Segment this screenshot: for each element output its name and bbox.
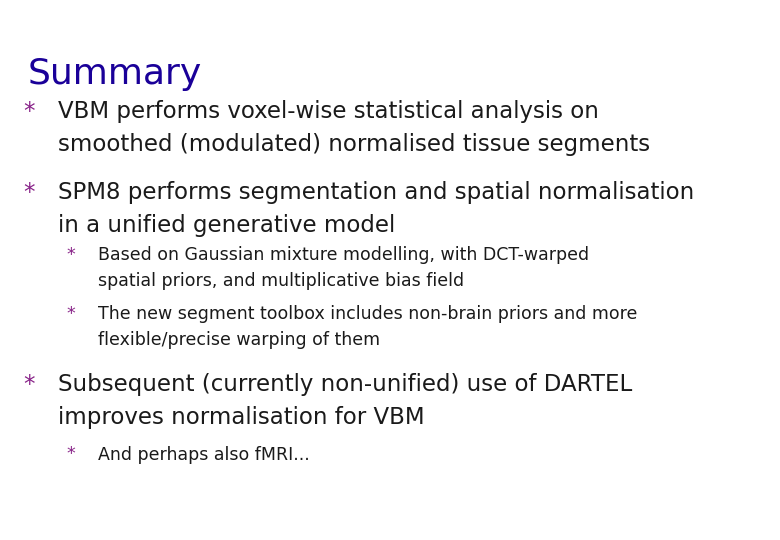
Text: *: * <box>66 246 75 264</box>
Text: *: * <box>66 446 75 463</box>
Text: *: * <box>23 373 35 396</box>
Text: The new segment toolbox includes non-brain priors and more: The new segment toolbox includes non-bra… <box>98 305 637 323</box>
Text: SPM8 performs segmentation and spatial normalisation: SPM8 performs segmentation and spatial n… <box>58 181 695 204</box>
Text: *: * <box>23 181 35 204</box>
Text: And perhaps also fMRI...: And perhaps also fMRI... <box>98 446 309 463</box>
Text: in a unified generative model: in a unified generative model <box>58 214 395 238</box>
Text: Summary: Summary <box>27 57 201 91</box>
Text: flexible/precise warping of them: flexible/precise warping of them <box>98 331 380 349</box>
Text: *: * <box>66 305 75 323</box>
Text: Subsequent (currently non-unified) use of DARTEL: Subsequent (currently non-unified) use o… <box>58 373 633 396</box>
Text: improves normalisation for VBM: improves normalisation for VBM <box>58 406 425 429</box>
Text: spatial priors, and multiplicative bias field: spatial priors, and multiplicative bias … <box>98 272 463 289</box>
Text: smoothed (modulated) normalised tissue segments: smoothed (modulated) normalised tissue s… <box>58 133 651 157</box>
Text: *: * <box>23 100 35 123</box>
Text: Based on Gaussian mixture modelling, with DCT-warped: Based on Gaussian mixture modelling, wit… <box>98 246 589 264</box>
Text: VBM performs voxel-wise statistical analysis on: VBM performs voxel-wise statistical anal… <box>58 100 599 123</box>
